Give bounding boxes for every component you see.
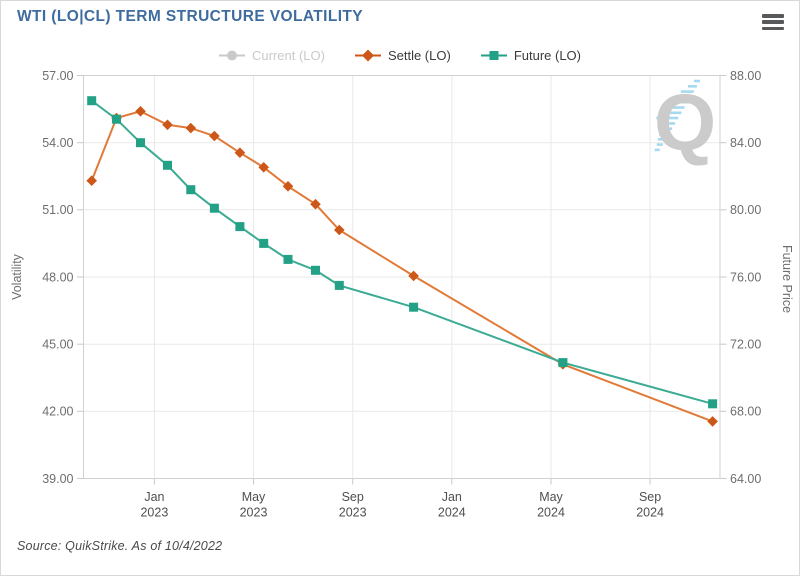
- x-tick-labels: Jan 2023 May 2023 Sep 2023 Jan 2024 May 2024 Sep 20…: [140, 490, 664, 520]
- svg-text:Jan: Jan: [442, 490, 462, 504]
- future-square-marker-icon: [480, 50, 507, 60]
- chart-legend: Current (LO) Settle (LO) Future (LO): [1, 47, 799, 63]
- data-point-settle: [334, 224, 345, 236]
- data-point-settle: [310, 198, 321, 210]
- svg-text:2024: 2024: [438, 506, 466, 520]
- svg-text:2024: 2024: [537, 506, 565, 520]
- settle-diamond-marker-icon: [354, 49, 381, 61]
- data-point-settle: [209, 130, 220, 142]
- quikstrike-watermark: Q: [654, 78, 716, 167]
- legend-item-current[interactable]: Current (LO): [218, 47, 325, 63]
- svg-text:54.00: 54.00: [42, 136, 73, 150]
- legend-item-future[interactable]: Future (LO): [480, 47, 581, 63]
- data-point-settle: [135, 106, 146, 117]
- series-settle: [86, 106, 718, 427]
- y-left-tick-labels: 57.00 54.00 51.00 48.00 45.00 42.00 39.00: [42, 69, 73, 486]
- current-circle-marker-icon: [218, 50, 245, 60]
- data-point-future: [334, 280, 344, 290]
- data-point-future: [283, 254, 293, 264]
- menu-bar: [762, 20, 784, 24]
- svg-text:48.00: 48.00: [42, 270, 73, 284]
- data-point-settle: [234, 147, 246, 158]
- svg-text:64.00: 64.00: [730, 472, 761, 486]
- chart-svg: 57.00 54.00 51.00 48.00 45.00 42.00 39.00 88.00…: [10, 69, 794, 520]
- v-gridlines: [153, 75, 651, 479]
- y-left-axis-title: Volatility: [10, 253, 24, 300]
- data-point-future: [136, 138, 145, 148]
- legend-label-settle: Settle (LO): [387, 47, 451, 63]
- data-point-settle: [707, 416, 718, 427]
- data-point-future: [235, 222, 245, 232]
- svg-text:80.00: 80.00: [730, 203, 761, 217]
- svg-text:Q: Q: [654, 78, 716, 167]
- data-point-settle: [408, 270, 419, 282]
- data-point-future: [708, 399, 718, 409]
- svg-text:Sep: Sep: [639, 490, 661, 504]
- h-gridlines: [83, 75, 720, 479]
- svg-text:2023: 2023: [240, 506, 268, 520]
- data-point-future: [209, 203, 219, 213]
- page-title: WTI (LO|CL) TERM STRUCTURE VOLATILITY: [17, 8, 364, 25]
- data-point-future: [558, 358, 568, 368]
- svg-text:57.00: 57.00: [42, 69, 73, 83]
- svg-text:42.00: 42.00: [42, 405, 73, 419]
- data-point-future: [163, 160, 172, 170]
- svg-text:76.00: 76.00: [730, 270, 761, 284]
- data-point-settle: [162, 119, 173, 131]
- svg-text:68.00: 68.00: [730, 405, 761, 419]
- axis-ticks: [77, 75, 727, 485]
- y-right-axis-title: Future Price: [780, 245, 794, 313]
- legend-item-settle[interactable]: Settle (LO): [354, 47, 451, 63]
- svg-text:2024: 2024: [636, 506, 664, 520]
- menu-bar: [762, 26, 784, 31]
- y-right-tick-labels: 88.00 84.00 80.00 76.00 72.00 68.00 64.00: [730, 69, 761, 486]
- svg-text:May: May: [539, 490, 563, 504]
- data-point-settle: [258, 162, 269, 173]
- legend-label-current: Current (LO): [251, 47, 325, 63]
- svg-text:Sep: Sep: [342, 490, 364, 504]
- menu-icon[interactable]: [762, 14, 784, 31]
- svg-text:72.00: 72.00: [730, 338, 761, 352]
- plot-border: [83, 75, 721, 479]
- data-point-future: [112, 114, 121, 124]
- data-point-future: [87, 96, 97, 106]
- data-point-settle: [86, 175, 97, 186]
- data-point-settle: [185, 122, 197, 134]
- svg-text:2023: 2023: [339, 506, 367, 520]
- series-future: [87, 96, 718, 409]
- legend-label-future: Future (LO): [513, 47, 581, 63]
- svg-text:Jan: Jan: [144, 490, 164, 504]
- data-point-future: [259, 238, 269, 248]
- data-point-settle: [282, 181, 294, 192]
- menu-bar: [762, 14, 784, 18]
- data-point-future: [311, 265, 320, 275]
- svg-text:84.00: 84.00: [730, 136, 761, 150]
- data-point-future: [409, 302, 419, 312]
- svg-text:May: May: [242, 490, 266, 504]
- svg-text:51.00: 51.00: [42, 203, 73, 217]
- svg-text:45.00: 45.00: [42, 338, 73, 352]
- svg-text:2023: 2023: [140, 506, 168, 520]
- data-point-future: [186, 185, 196, 195]
- source-note: Source: QuikStrike. As of 10/4/2022: [17, 539, 223, 553]
- svg-text:39.00: 39.00: [42, 472, 73, 486]
- svg-text:88.00: 88.00: [730, 69, 761, 83]
